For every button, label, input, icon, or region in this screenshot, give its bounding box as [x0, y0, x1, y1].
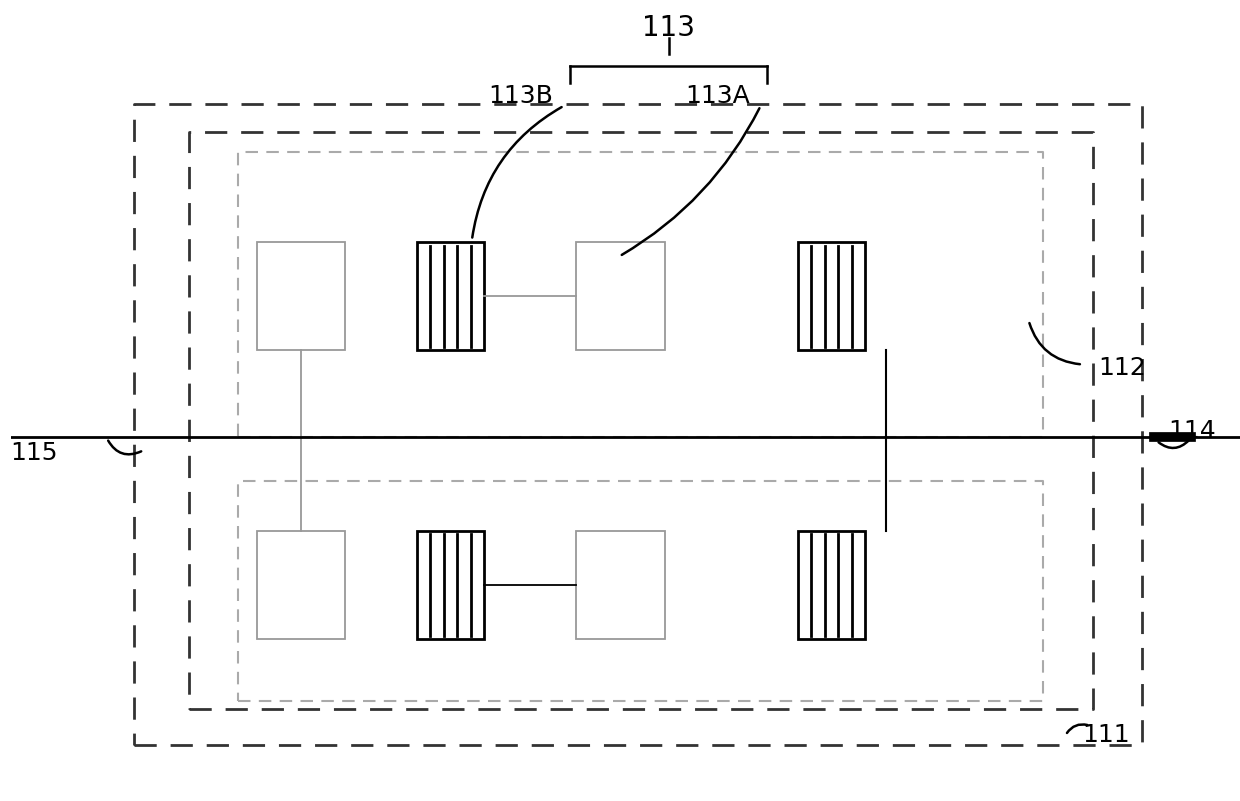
Bar [257, 530, 345, 639]
Text: 112: 112 [1099, 356, 1147, 380]
Text: 113B: 113B [489, 84, 553, 108]
Text: 111: 111 [1083, 723, 1131, 747]
Bar [417, 242, 484, 351]
Bar [577, 242, 665, 351]
Text: 115: 115 [10, 441, 58, 465]
Bar [257, 242, 345, 351]
Text: 114: 114 [1169, 419, 1216, 443]
Bar [797, 242, 866, 351]
Bar [577, 530, 665, 639]
Bar [417, 530, 484, 639]
Bar [797, 530, 866, 639]
Text: 113: 113 [642, 14, 694, 42]
Text: 113A: 113A [686, 84, 750, 108]
